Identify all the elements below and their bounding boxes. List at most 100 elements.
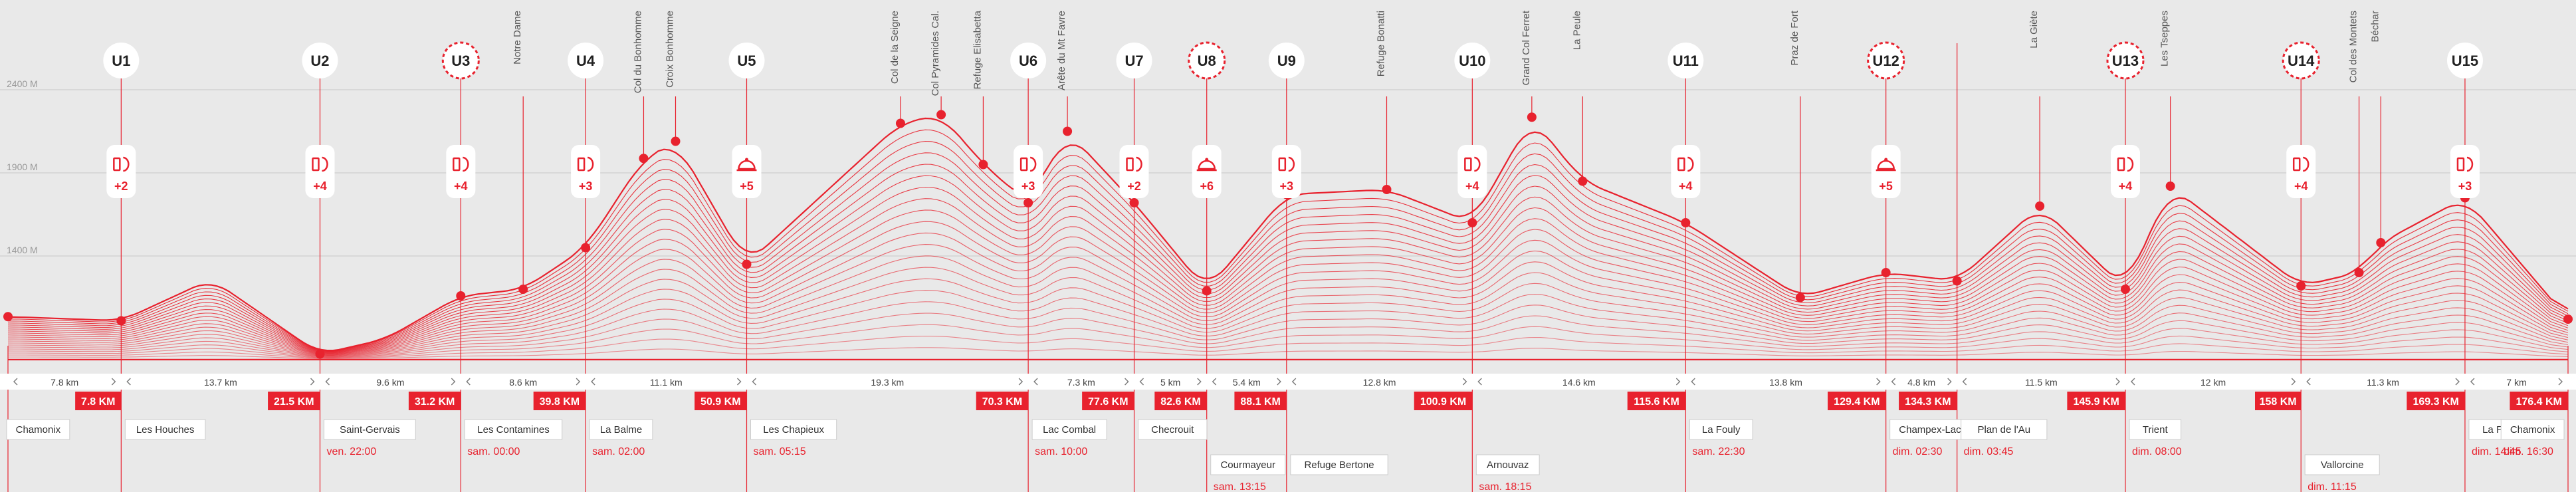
station-u13: U13 +4 (2106, 41, 2145, 198)
elevation-contour-line (7, 255, 2569, 356)
cumulative-distance-tag (1899, 392, 1957, 410)
glass-shape (113, 157, 121, 172)
segment-distance-label: 11.1 km (650, 377, 683, 388)
cumulative-distance-label: 129.4 KM (1834, 396, 1879, 408)
station-label: U7 (1125, 53, 1143, 69)
segment-distance-label: 13.7 km (204, 377, 237, 388)
glass-shape (1020, 157, 1028, 172)
elevation-contour-line (7, 129, 2569, 352)
station-label: U14 (2288, 53, 2315, 69)
chevron-left-icon (466, 378, 471, 386)
glass-shape (312, 157, 320, 172)
chevron-left-icon (591, 378, 595, 386)
place-box (2500, 419, 2565, 440)
segment-distance-label: 11.5 km (2025, 377, 2058, 388)
pass-time: dim. 03:45 (1964, 446, 2014, 457)
cumulative-distance-tag (2510, 392, 2568, 410)
summit-label: Croix Bonhomme (664, 11, 675, 88)
cumulative-distance-tag (1414, 392, 1473, 410)
services-count: +5 (740, 180, 754, 193)
elevation-point (3, 312, 13, 322)
food-shape (1136, 156, 1142, 172)
summit-label: Arête du Mt Favre (1056, 11, 1067, 90)
place-box (750, 419, 837, 440)
station-label: U5 (737, 53, 756, 69)
chevron-right-icon (1018, 378, 1023, 386)
elevation-point (2165, 182, 2175, 191)
pass-time: sam. 05:15 (753, 446, 805, 457)
elevation-point (936, 110, 946, 120)
food-shape (587, 156, 594, 172)
services-count: +4 (2294, 180, 2308, 193)
chevron-left-icon (1691, 378, 1695, 386)
station-label: U2 (310, 53, 329, 69)
chevron-right-icon (1197, 378, 1202, 386)
station-markers: U1 +2 U2 +4 U3 +4 U4 +3 U5 +5 U6 +3 U7 +2 U8 +6 U9 +3 U10 +… (103, 41, 2483, 198)
services-count: +2 (1127, 180, 1141, 193)
summit-label: Notre Dame (512, 11, 523, 64)
pass-time: sam. 18:15 (1479, 481, 1531, 492)
glass-shape (2117, 157, 2125, 172)
elevation-contour-line (7, 140, 2569, 352)
place-box (1290, 454, 1388, 475)
station-u14: U14 +4 (2282, 41, 2320, 198)
drink-food-icon (453, 156, 469, 172)
food-shape (2127, 156, 2134, 172)
place-name: Arnouvaz (1487, 459, 1529, 471)
elevation-point (1129, 198, 1139, 207)
segment-distance-label: 9.6 km (376, 377, 404, 388)
cloche-shape (738, 160, 756, 170)
summit-label: La Peule (1571, 11, 1582, 50)
elevation-contour-line (8, 347, 2569, 359)
glass-shape (577, 157, 586, 172)
segment-distance-label: 11.3 km (2367, 377, 2399, 388)
elevation-point (581, 243, 591, 253)
cumulative-distance-label: 50.9 KM (700, 396, 740, 408)
place-box (1031, 419, 1107, 440)
station-u10: U10 +4 (1454, 43, 1491, 198)
services-count: +4 (1465, 180, 1479, 193)
station-circle (568, 43, 604, 78)
station-circle (728, 43, 765, 78)
services-count: +4 (313, 180, 327, 193)
place-name: Les Contamines (477, 424, 549, 435)
chevron-left-icon (752, 378, 756, 386)
place-name: Plan de l'Au (1977, 424, 2030, 435)
food-shape (2466, 156, 2474, 172)
elevation-point (518, 285, 528, 294)
elevation-point (116, 316, 126, 326)
segment-distance-label: 19.3 km (871, 377, 904, 388)
elevation-point (895, 118, 905, 128)
food-shape (1288, 156, 1295, 172)
elevation-area (7, 117, 2569, 360)
cumulative-distance-label: 115.6 KM (1634, 396, 1679, 408)
elevation-point (1382, 185, 1392, 194)
elevation-point (2376, 238, 2386, 247)
elevation-contour-line (7, 175, 2569, 353)
station-circle (2106, 41, 2145, 80)
elevation-contour-line (7, 152, 2569, 352)
station-u12: U12 +5 (1867, 41, 1905, 198)
chevron-left-icon (2306, 378, 2311, 386)
segment-distance-label: 13.8 km (1769, 377, 1802, 388)
place-box (2129, 419, 2182, 440)
chevron-right-icon (1947, 378, 1952, 386)
summit-label: Les Tseppes (2159, 11, 2171, 66)
elevation-contour-line (7, 267, 2569, 356)
cumulative-distance-tag (2255, 392, 2302, 410)
place-box (1475, 454, 1540, 475)
glass-shape (453, 157, 461, 172)
drink-food-icon (2292, 156, 2309, 172)
station-u8: U8 +6 (1188, 41, 1226, 198)
elevation-contour-line (7, 198, 2569, 354)
elevation-contour-line (7, 278, 2569, 357)
chevron-right-icon (736, 378, 742, 386)
segment-distance-label: 7.3 km (1067, 377, 1095, 388)
glass-shape (1126, 157, 1134, 172)
food-shape (1029, 156, 1037, 172)
cumulative-distance-tag (1234, 392, 1287, 410)
station-circle (2282, 41, 2320, 80)
place-box (6, 419, 70, 440)
station-label: U4 (576, 53, 595, 69)
